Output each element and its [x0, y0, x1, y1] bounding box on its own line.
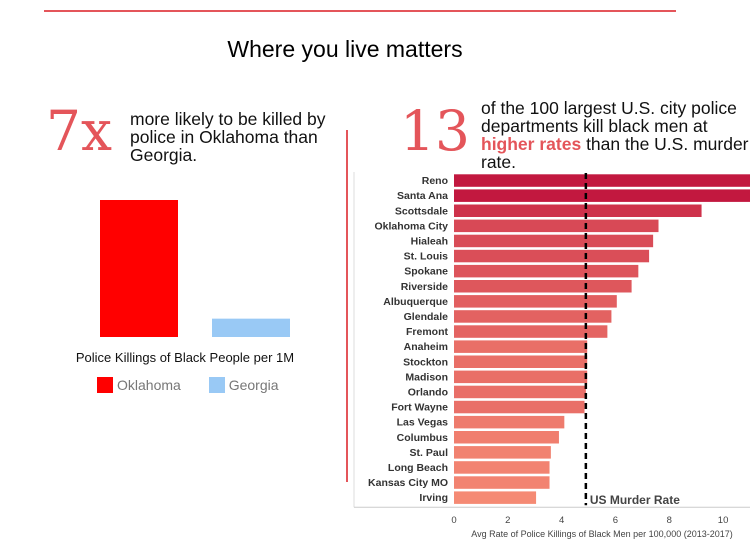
- category-label-glendale: Glendale: [404, 311, 449, 323]
- stat-number-7x: 7x: [46, 99, 113, 163]
- bar-fremont: [454, 325, 608, 338]
- category-label-stockton: Stockton: [403, 356, 448, 368]
- city-rates-chart: Reno Santa Ana Scottsdale Oklahoma City Hial…: [353, 172, 750, 539]
- category-label-spokane: Spokane: [404, 266, 448, 278]
- stat-text-before: of the 100 largest U.S. city police depa…: [481, 98, 737, 136]
- bar-glendale: [454, 310, 612, 323]
- category-label-fort-wayne: Fort Wayne: [391, 402, 448, 414]
- section-divider: [346, 130, 348, 482]
- bar-madison: [454, 370, 588, 384]
- bar-riverside: [454, 280, 632, 293]
- us-murder-rate-label: US Murder Rate: [590, 493, 680, 507]
- stat-number-13: 13: [400, 99, 470, 163]
- stat-text-highlight: higher rates: [481, 134, 582, 154]
- stat-text-after: than the U.S. murder rate.: [481, 134, 749, 172]
- category-label-oklahoma-city: Oklahoma City: [374, 220, 448, 232]
- bar-anaheim: [454, 340, 588, 353]
- legend-label-georgia: Georgia: [228, 377, 279, 393]
- bar-las-vegas: [454, 415, 565, 429]
- left-chart-caption: Police Killings of Black People per 1M: [75, 350, 295, 365]
- stat-text-departments: of the 100 largest U.S. city police depa…: [481, 99, 750, 171]
- x-axis-title: Avg Rate of Police Killings of Black Men…: [471, 529, 733, 539]
- category-label-fremont: Fremont: [406, 326, 449, 338]
- bar-spokane: [454, 264, 639, 278]
- bar-oklahoma-city: [454, 219, 659, 233]
- x-tick-label-8: 8: [667, 515, 672, 526]
- top-rule: [44, 10, 676, 12]
- bar-kansas-city-mo: [454, 476, 550, 489]
- bar-columbus: [454, 431, 559, 444]
- category-label-riverside: Riverside: [401, 281, 448, 293]
- legend-swatch-oklahoma: [97, 377, 113, 393]
- legend-item-georgia: Georgia: [208, 377, 279, 393]
- x-tick-label-0: 0: [451, 515, 456, 526]
- category-label-hialeah: Hialeah: [411, 235, 448, 247]
- category-label-reno: Reno: [422, 175, 448, 187]
- bar-orlando: [454, 385, 586, 399]
- bar-georgia: [212, 318, 290, 337]
- category-label-orlando: Orlando: [408, 386, 448, 398]
- category-label-scottsdale: Scottsdale: [395, 205, 448, 217]
- legend-item-oklahoma: Oklahoma: [97, 377, 181, 393]
- state-comparison-chart: [100, 200, 290, 337]
- category-label-santa-ana: Santa Ana: [397, 190, 448, 202]
- bar-long-beach: [454, 461, 550, 474]
- bar-reno: [454, 174, 750, 187]
- left-chart-legend: Oklahoma Georgia: [97, 377, 303, 396]
- legend-label-oklahoma: Oklahoma: [117, 377, 181, 393]
- bar-st-paul: [454, 446, 551, 459]
- category-label-las-vegas: Las Vegas: [397, 417, 449, 429]
- stat-text-oklahoma: more likely to be killed by police in Ok…: [130, 109, 326, 165]
- category-label-long-beach: Long Beach: [388, 462, 448, 474]
- bar-albuquerque: [454, 295, 617, 308]
- category-label-anaheim: Anaheim: [404, 341, 448, 353]
- category-label-kansas-city-mo: Kansas City MO: [368, 477, 448, 489]
- bar-santa-ana: [454, 189, 750, 202]
- category-label-irving: Irving: [419, 492, 448, 504]
- legend-swatch-georgia: [208, 377, 225, 393]
- category-label-albuquerque: Albuquerque: [383, 296, 448, 308]
- category-label-madison: Madison: [405, 371, 448, 383]
- x-tick-label-4: 4: [559, 515, 564, 526]
- bar-scottsdale: [454, 204, 702, 217]
- bar-hialeah: [454, 234, 654, 248]
- category-label-st-louis: St. Louis: [404, 251, 448, 263]
- x-tick-label-10: 10: [718, 515, 729, 526]
- x-tick-label-2: 2: [505, 515, 510, 526]
- x-tick-label-6: 6: [613, 515, 618, 526]
- category-label-columbus: Columbus: [397, 432, 448, 444]
- bar-fort-wayne: [454, 400, 585, 414]
- bar-stockton: [454, 355, 588, 368]
- bar-irving: [454, 491, 537, 504]
- bar-st-louis: [454, 249, 650, 263]
- bar-oklahoma: [100, 200, 178, 337]
- page-title: Where you live matters: [227, 36, 463, 62]
- category-label-st-paul: St. Paul: [409, 447, 448, 459]
